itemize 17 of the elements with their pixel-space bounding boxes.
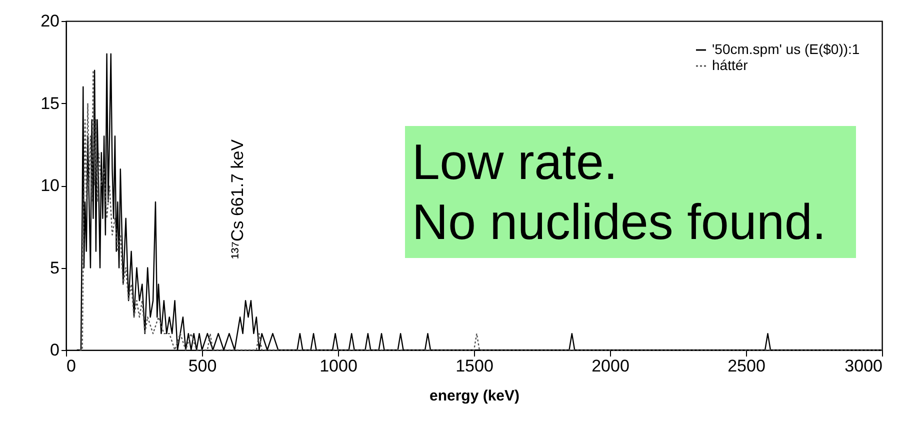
y-tick-label: 5 (50, 258, 60, 278)
x-tick-label: 0 (66, 356, 76, 376)
annotation: ¹³⁷Cs 661.7 keV (228, 138, 247, 259)
legend-label: '50cm.spm' us (E($0)):1 (712, 41, 860, 57)
y-tick-label: 20 (40, 12, 60, 30)
x-tick-label: 3000 (844, 356, 882, 376)
y-tick-label: 0 (50, 340, 60, 360)
x-tick-label: 2500 (728, 356, 766, 376)
x-axis-title: energy (keV) (429, 388, 520, 404)
x-tick-label: 1500 (456, 356, 494, 376)
y-tick-label: 10 (40, 176, 60, 195)
x-tick-label: 1000 (320, 356, 358, 376)
annotation: Low rate. No nuclides found. (412, 134, 826, 250)
legend-label: háttér (712, 57, 748, 73)
x-tick-label: 2000 (592, 356, 630, 376)
x-tick-label: 500 (188, 356, 217, 376)
y-tick-label: 15 (40, 94, 60, 113)
